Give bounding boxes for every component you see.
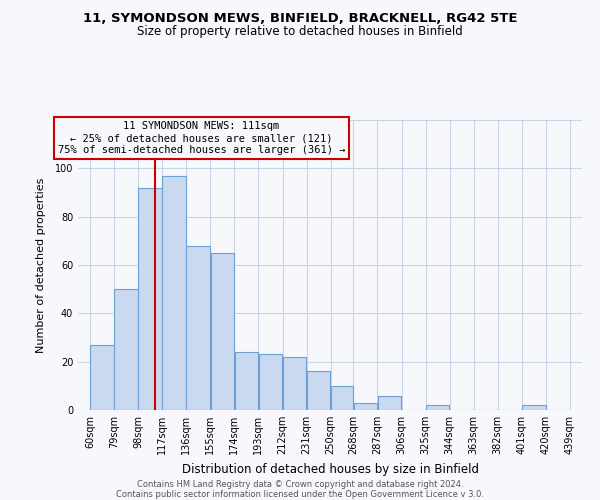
- Bar: [283, 357, 307, 410]
- Bar: [235, 352, 258, 410]
- Text: Contains HM Land Registry data © Crown copyright and database right 2024.: Contains HM Land Registry data © Crown c…: [137, 480, 463, 489]
- Bar: [163, 176, 186, 410]
- Bar: [139, 188, 162, 410]
- Bar: [211, 253, 234, 410]
- Bar: [259, 354, 283, 410]
- Text: 11 SYMONDSON MEWS: 111sqm
← 25% of detached houses are smaller (121)
75% of semi: 11 SYMONDSON MEWS: 111sqm ← 25% of detac…: [58, 122, 345, 154]
- Text: 11, SYMONDSON MEWS, BINFIELD, BRACKNELL, RG42 5TE: 11, SYMONDSON MEWS, BINFIELD, BRACKNELL,…: [83, 12, 517, 26]
- Text: Contains public sector information licensed under the Open Government Licence v : Contains public sector information licen…: [116, 490, 484, 499]
- Bar: [377, 396, 401, 410]
- Bar: [187, 246, 210, 410]
- Y-axis label: Number of detached properties: Number of detached properties: [37, 178, 46, 352]
- Bar: [426, 405, 449, 410]
- Text: Size of property relative to detached houses in Binfield: Size of property relative to detached ho…: [137, 25, 463, 38]
- Bar: [522, 405, 546, 410]
- Bar: [331, 386, 353, 410]
- Bar: [114, 289, 138, 410]
- Bar: [90, 345, 114, 410]
- Bar: [353, 403, 377, 410]
- Bar: [307, 372, 331, 410]
- X-axis label: Distribution of detached houses by size in Binfield: Distribution of detached houses by size …: [182, 462, 479, 475]
